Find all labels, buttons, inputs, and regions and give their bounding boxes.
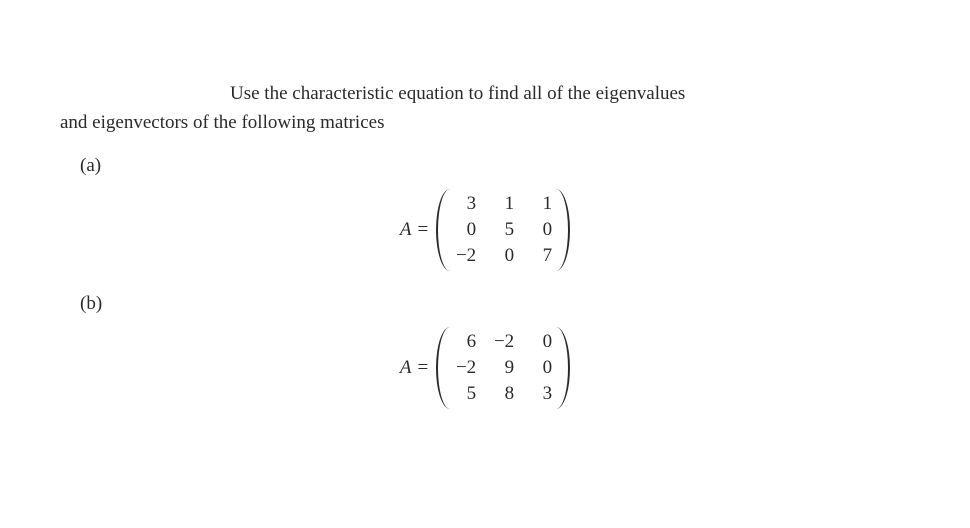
question-line1: Use the characteristic equation to find … bbox=[230, 83, 685, 104]
matrix-cell: 9 bbox=[492, 357, 514, 379]
matrix-cell: 3 bbox=[530, 383, 552, 405]
matrix-cell: 8 bbox=[492, 383, 514, 405]
matrix-cell: 0 bbox=[530, 357, 552, 379]
matrix-a-name: A bbox=[400, 219, 412, 241]
matrix-cell: 0 bbox=[530, 219, 552, 241]
matrix-cell: 3 bbox=[454, 193, 476, 215]
matrix-cell: 5 bbox=[454, 383, 476, 405]
matrix-b-equals: = bbox=[417, 357, 428, 379]
matrix-b-name: A bbox=[400, 357, 412, 379]
matrix-b-grid: 6 −2 0 −2 9 0 5 8 3 bbox=[450, 327, 556, 409]
matrix-b-row: A = 6 −2 0 −2 9 0 5 8 3 bbox=[60, 327, 910, 409]
matrix-cell: −2 bbox=[454, 245, 476, 267]
matrix-a-row: A = 3 1 1 0 5 0 −2 0 7 bbox=[60, 189, 910, 271]
matrix-a-right-paren bbox=[556, 189, 570, 271]
question-line2: and eigenvectors of the following matric… bbox=[60, 112, 384, 133]
matrix-a-container: 3 1 1 0 5 0 −2 0 7 bbox=[436, 189, 570, 271]
matrix-b-container: 6 −2 0 −2 9 0 5 8 3 bbox=[436, 327, 570, 409]
part-a-label: (a) bbox=[80, 155, 910, 177]
matrix-cell: 6 bbox=[454, 331, 476, 353]
matrix-cell: −2 bbox=[454, 357, 476, 379]
matrix-cell: 1 bbox=[492, 193, 514, 215]
part-b-label: (b) bbox=[80, 293, 910, 315]
matrix-a-equals: = bbox=[417, 219, 428, 241]
matrix-cell: −2 bbox=[492, 331, 514, 353]
matrix-cell: 0 bbox=[530, 331, 552, 353]
matrix-b-left-paren bbox=[436, 327, 450, 409]
matrix-cell: 1 bbox=[530, 193, 552, 215]
question-text: Use the characteristic equation to find … bbox=[60, 80, 910, 137]
matrix-cell: 0 bbox=[492, 245, 514, 267]
matrix-a-left-paren bbox=[436, 189, 450, 271]
matrix-b-right-paren bbox=[556, 327, 570, 409]
matrix-a-grid: 3 1 1 0 5 0 −2 0 7 bbox=[450, 189, 556, 271]
matrix-cell: 5 bbox=[492, 219, 514, 241]
matrix-cell: 7 bbox=[530, 245, 552, 267]
matrix-cell: 0 bbox=[454, 219, 476, 241]
